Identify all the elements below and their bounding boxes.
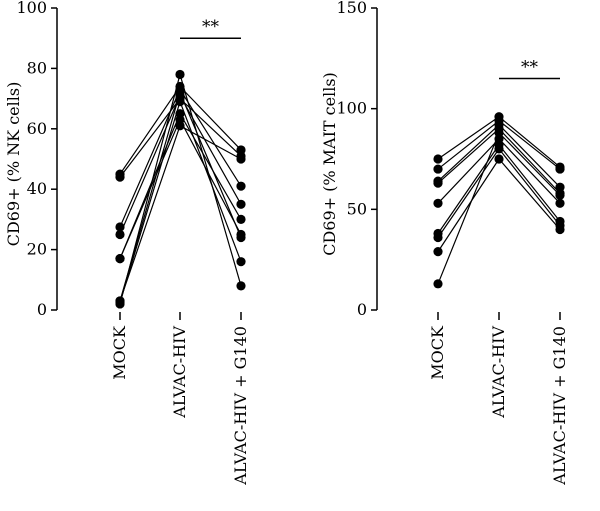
panel-1: 0 20 40 60 80 100 CD69+ (% NK cells) MOCK ALVAC-… [4, 0, 250, 486]
y-tick-label: 150 [336, 0, 367, 17]
y-axis-title: CD69+ (% NK cells) [4, 82, 23, 247]
data-point [433, 198, 443, 208]
data-point [236, 232, 246, 243]
data-point [115, 296, 125, 306]
data-point [433, 247, 443, 257]
significance-label: ** [202, 17, 220, 37]
data-point [555, 224, 565, 235]
x-category-label: ALVAC-HIV [489, 326, 508, 419]
data-point [175, 69, 185, 80]
data-point [236, 181, 246, 191]
panel-2: 0 50 100 150 CD69+ (% MAIT cells) MOCK ALVAC-H… [320, 0, 569, 486]
data-point [555, 164, 565, 174]
y-tick-label: 100 [16, 0, 47, 17]
significance-label: ** [521, 57, 539, 77]
data-point [494, 144, 504, 154]
data-point [236, 154, 246, 164]
y-tick-label: 0 [357, 300, 367, 319]
y-tick-label: 20 [27, 240, 47, 259]
data-point [115, 254, 125, 264]
y-tick-label: 40 [27, 179, 47, 198]
data-point [236, 281, 246, 291]
x-category-label: MOCK [428, 325, 447, 380]
data-point [433, 279, 443, 289]
subject-line [119, 72, 242, 305]
y-tick-label: 50 [347, 199, 367, 218]
y-tick-label: 60 [27, 119, 47, 138]
data-point [236, 257, 246, 267]
y-tick-label: 80 [27, 58, 47, 77]
x-category-label: MOCK [110, 325, 129, 380]
data-point [433, 178, 443, 188]
data-point [115, 172, 125, 182]
data-point [175, 121, 185, 131]
y-axis-title: CD69+ (% MAIT cells) [320, 72, 339, 256]
data-point [236, 214, 246, 224]
data-point [555, 190, 565, 200]
data-point [494, 128, 504, 138]
x-category-label: ALVAC-HIV + G140 [550, 326, 569, 486]
data-point [555, 198, 565, 208]
y-tick-label: 100 [336, 99, 367, 118]
data-point [115, 229, 125, 240]
x-category-label: ALVAC-HIV [170, 326, 189, 419]
data-point [433, 164, 443, 174]
data-point [175, 97, 185, 107]
data-point [494, 154, 504, 164]
data-point [433, 232, 443, 243]
x-category-label: ALVAC-HIV + G140 [231, 326, 250, 486]
data-point [175, 87, 185, 98]
data-point [433, 154, 443, 164]
data-point [236, 199, 246, 209]
y-tick-label: 0 [37, 300, 47, 319]
